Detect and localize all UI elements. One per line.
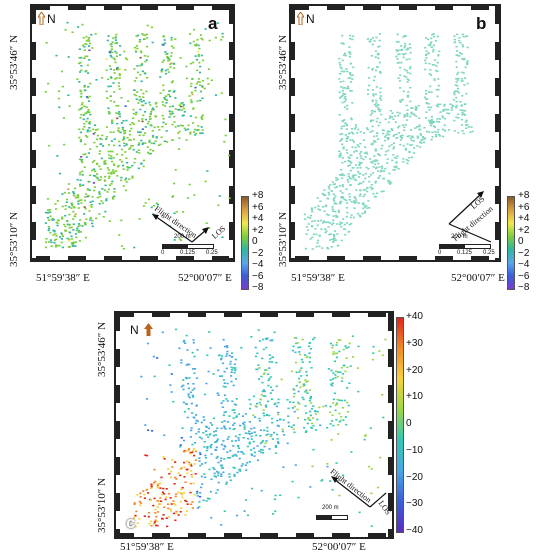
colorbar-tick-label: +30: [406, 337, 423, 349]
lat-bottom-label-b: 35°53′10″ N: [277, 211, 289, 267]
map-frame-a: N a 200 m 0 0.125 0.25 Flight direction …: [30, 4, 235, 262]
flight-direction-indicator-b: LOS Flight direction: [441, 184, 499, 244]
panel-c: N c 200 m Flight direction LOS 35°53′46″…: [96, 305, 450, 555]
colorbar-tick-label: −6: [252, 270, 264, 282]
lat-bottom-label-a: 35°53′10″ N: [8, 211, 20, 267]
lon-left-label-c: 51°59′38″ E: [120, 541, 174, 553]
lat-top-label-a: 35°53′46″ N: [8, 34, 20, 90]
scale-label: 200 m: [322, 505, 339, 511]
lat-top-label-b: 35°53′46″ N: [277, 34, 289, 90]
north-arrow-b: N: [296, 11, 315, 26]
deformation-point-cloud-b: [303, 33, 474, 250]
colorbar-tick-label: −40: [406, 525, 423, 536]
colorbar-tick-label: −8: [518, 282, 530, 293]
lat-bottom-label-c: 35°53′10″ N: [96, 477, 108, 533]
colorbar-tick-label: −20: [406, 471, 423, 483]
lon-right-label-b: 52°00′07″ E: [451, 272, 505, 284]
colorbar-tick-label: +2: [252, 224, 264, 236]
north-arrow-icon: [296, 11, 305, 26]
colorbar-tick-label: −2: [518, 247, 530, 259]
panel-a: N a 200 m 0 0.125 0.25 Flight direction …: [0, 0, 275, 295]
north-label: N: [130, 323, 139, 337]
north-arrow-a: N: [37, 11, 56, 26]
flight-direction-indicator-c: Flight direction LOS: [326, 463, 392, 523]
scale-tick: 0.125: [180, 250, 196, 256]
scale-tick: 0.25: [206, 250, 218, 256]
colorbar-a: [241, 196, 249, 290]
colorbar-tick-label: +40: [406, 311, 423, 322]
scale-label: 200 m: [451, 234, 468, 240]
deformation-point-cloud-a: [44, 21, 231, 250]
scale-tick: 0.25: [483, 250, 495, 256]
colorbar-tick-label: +6: [518, 201, 530, 213]
colorbar-b: [507, 196, 515, 290]
colorbar-tick-label: +8: [518, 190, 530, 201]
panel-letter-a: a: [208, 14, 218, 33]
panel-b: N b 200 m 0 0.125 0.25 LOS Flight direct…: [275, 0, 550, 295]
scale-tick: 0: [438, 250, 442, 256]
north-label: N: [47, 12, 56, 26]
colorbar-tick-label: −8: [252, 282, 264, 293]
colorbar-tick-label: 0: [252, 236, 258, 247]
colorbar-tick-label: −4: [252, 259, 264, 270]
colorbar-tick-label: +4: [518, 213, 530, 224]
panel-letter-b: b: [476, 14, 487, 33]
lon-left-label-a: 51°59′38″ E: [36, 272, 90, 284]
flight-direction-indicator-a: Flight direction LOS: [150, 202, 230, 260]
lon-right-label-c: 52°00′07″ E: [312, 541, 366, 553]
north-label: N: [306, 12, 315, 26]
map-frame-c: N c 200 m Flight direction LOS: [114, 311, 394, 539]
deformation-point-cloud-c: [133, 328, 387, 528]
panel-letter-c: c: [126, 513, 136, 532]
colorbar-tick-label: +2: [518, 224, 530, 236]
colorbar-c: [396, 317, 404, 533]
colorbar-tick-label: 0: [406, 418, 412, 429]
north-arrow-icon: [144, 323, 154, 336]
north-arrow-c: N: [130, 323, 154, 337]
scale-label: 200 m: [174, 234, 191, 240]
north-arrow-icon: [37, 11, 46, 26]
colorbar-tick-label: +10: [406, 391, 423, 403]
colorbar-tick-label: 0: [518, 236, 524, 247]
colorbar-tick-label: +6: [252, 201, 264, 213]
lon-right-label-a: 52°00′07″ E: [178, 272, 232, 284]
lon-left-label-b: 51°59′38″ E: [291, 272, 345, 284]
colorbar-tick-label: −10: [406, 444, 423, 456]
map-frame-b: N b 200 m 0 0.125 0.25 LOS Flight direct…: [289, 4, 501, 262]
colorbar-tick-label: −6: [518, 270, 530, 282]
colorbar-tick-label: +8: [252, 190, 264, 201]
colorbar-tick-label: −2: [252, 247, 264, 259]
colorbar-tick-label: −30: [406, 498, 423, 510]
scale-tick: 0: [161, 250, 165, 256]
colorbar-tick-label: +4: [252, 213, 264, 224]
colorbar-tick-label: +20: [406, 364, 423, 376]
scale-tick: 0.125: [457, 250, 473, 256]
lat-top-label-c: 35°53′46″ N: [96, 321, 108, 377]
colorbar-tick-label: −4: [518, 259, 530, 270]
